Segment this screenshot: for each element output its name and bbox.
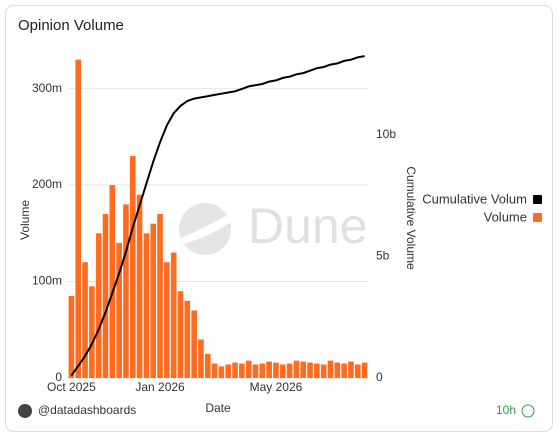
- bar: [239, 363, 245, 378]
- bar: [341, 363, 347, 378]
- y-tick-label: 0: [55, 370, 62, 384]
- x-axis-label: Date: [205, 401, 231, 415]
- y-axis-label: Volume: [18, 200, 32, 240]
- bar: [116, 242, 122, 378]
- bar: [82, 262, 88, 378]
- bar: [245, 360, 252, 378]
- bar: [177, 291, 184, 378]
- watermark-text: Dune: [248, 198, 368, 254]
- bar: [157, 214, 163, 378]
- bar: [75, 59, 82, 378]
- bar: [143, 233, 150, 378]
- bar: [89, 286, 95, 378]
- bar: [102, 214, 109, 378]
- legend-label: Volume: [484, 209, 527, 224]
- footer-age: 10h: [496, 403, 516, 417]
- bar: [259, 363, 266, 378]
- bar: [211, 363, 218, 378]
- bar: [164, 262, 170, 378]
- y-tick-label: 300m: [32, 81, 62, 95]
- bar: [279, 364, 286, 378]
- x-tick-label: Oct 2025: [47, 380, 96, 394]
- bar: [320, 364, 327, 378]
- bar: [286, 363, 293, 378]
- bar: [293, 360, 300, 378]
- bar: [225, 364, 232, 378]
- y2-tick-label: 10b: [376, 127, 396, 141]
- bar: [354, 364, 361, 378]
- bar: [68, 296, 75, 378]
- bar: [123, 204, 129, 378]
- bar: [150, 223, 157, 378]
- legend-label: Cumulative Volum: [422, 191, 527, 206]
- line: [70, 55, 365, 377]
- bar: [314, 363, 320, 378]
- bar: [109, 185, 116, 378]
- watermark: Dune: [179, 198, 368, 255]
- refresh-icon[interactable]: [521, 404, 535, 418]
- footer-user[interactable]: @datadashboards: [38, 403, 136, 417]
- bar: [129, 156, 136, 378]
- bar: [252, 364, 259, 378]
- watermark-logo: [179, 203, 231, 255]
- bar: [95, 233, 102, 378]
- bar: [191, 310, 197, 378]
- bar: [361, 362, 368, 378]
- legend-swatch: [533, 195, 542, 204]
- y-tick-label: 200m: [32, 177, 62, 191]
- bar: [218, 366, 225, 378]
- legend-swatch: [533, 213, 542, 222]
- y2-axis-label: Cumulative Volume: [404, 166, 418, 270]
- avatar: [18, 404, 32, 418]
- x-tick-label: May 2026: [250, 380, 303, 394]
- bar: [184, 300, 191, 378]
- bar: [204, 353, 211, 378]
- bar: [348, 361, 354, 378]
- bar: [307, 362, 313, 378]
- bar: [198, 339, 204, 378]
- x-tick-label: Jan 2026: [135, 380, 185, 394]
- y2-tick-label: 0: [376, 370, 383, 384]
- bar: [136, 194, 143, 378]
- chart-title: Opinion Volume: [18, 17, 124, 34]
- bar: [170, 252, 177, 378]
- bar: [266, 361, 272, 378]
- y-tick-label: 100m: [32, 274, 62, 288]
- y2-tick-label: 5b: [376, 249, 390, 263]
- bar: [232, 362, 238, 378]
- bar: [273, 362, 279, 378]
- bar: [300, 361, 307, 378]
- bar: [327, 360, 334, 378]
- bar: [334, 362, 341, 378]
